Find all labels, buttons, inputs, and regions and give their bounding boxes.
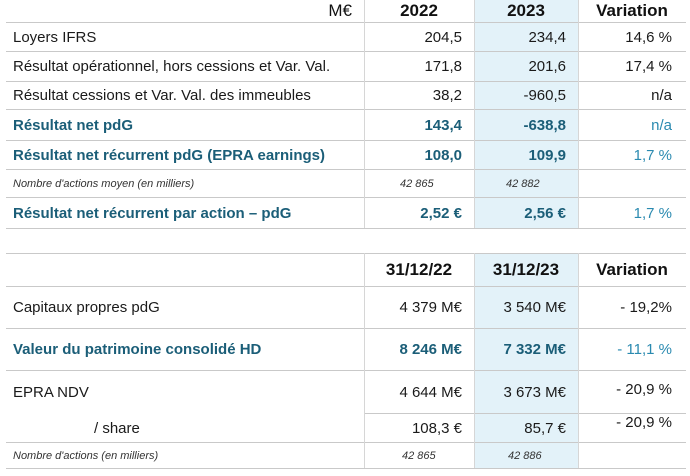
value-31-12-23: 3 673 M€ [503, 383, 566, 401]
table-row: Loyers IFRS 204,5 234,4 14,6 % [0, 23, 690, 51]
value-variation [578, 443, 686, 468]
value-variation: n/a [651, 87, 672, 104]
value-31-12-23: 42 886 [508, 449, 542, 462]
divider [6, 81, 686, 82]
value-31-12-22: 8 246 M€ [399, 340, 462, 358]
table-row-share-count: Nombre d'actions (en milliers) 42 865 42… [0, 443, 690, 468]
row-label: Valeur du patrimoine consolidé HD [13, 340, 262, 358]
column-header-variation: Variation [596, 260, 668, 279]
value-2023: -638,8 [523, 116, 566, 134]
table-row-recurring-result: Résultat net récurrent pdG (EPRA earning… [0, 141, 690, 169]
column-divider [364, 253, 365, 468]
column-header-2022: 2022 [400, 1, 438, 20]
column-header-variation: Variation [596, 1, 668, 20]
value-2023: 201,6 [528, 58, 566, 75]
value-variation: - 11,1 % [617, 340, 672, 358]
table-row-epra-ndv: EPRA NDV 4 644 M€ 3 673 M€ - 20,9 % [0, 371, 690, 413]
table-row-portfolio-value: Valeur du patrimoine consolidé HD 8 246 … [0, 329, 690, 369]
divider [364, 413, 686, 414]
value-2022: 204,5 [424, 28, 462, 46]
row-label: Résultat net récurrent par action – pdG [13, 204, 292, 222]
table-row-equity: Capitaux propres pdG 4 379 M€ 3 540 M€ -… [0, 287, 690, 327]
divider [6, 109, 686, 110]
column-header-31-12-23: 31/12/23 [492, 260, 560, 279]
value-2022: 38,2 [432, 87, 462, 104]
value-2022: 2,52 € [420, 204, 462, 222]
value-2023: 2,56 € [524, 204, 566, 222]
row-label: EPRA NDV [13, 383, 89, 401]
value-31-12-22: 42 865 [402, 449, 436, 462]
divider [6, 169, 686, 170]
table1-header-row: M€ 2022 2023 Variation [0, 0, 690, 22]
divider [6, 51, 686, 52]
unit-label: M€ [328, 1, 352, 20]
value-2023: 109,9 [528, 146, 566, 164]
divider [6, 22, 686, 23]
divider [6, 468, 686, 469]
row-label: Résultat opérationnel, hors cessions et … [13, 58, 331, 75]
divider [6, 140, 686, 141]
value-31-12-22: 108,3 € [411, 419, 462, 437]
divider [6, 442, 686, 443]
divider [6, 228, 686, 229]
highlight-column-31-12-23 [474, 253, 578, 468]
column-divider [578, 0, 579, 228]
divider [6, 328, 686, 329]
table-row-per-share: / share 108,3 € 85,7 € - 20,9 % [0, 414, 690, 442]
value-31-12-23: 7 332 M€ [503, 340, 566, 358]
value-variation: - 19,2% [620, 298, 672, 316]
value-2022: 171,8 [424, 58, 462, 75]
column-divider [364, 0, 365, 228]
column-header-2023: 2023 [507, 1, 545, 20]
divider [6, 197, 686, 198]
empty-header [6, 254, 364, 286]
column-header-31-12-22: 31/12/22 [385, 260, 453, 279]
value-31-12-22: 4 644 M€ [399, 383, 462, 401]
table-row-result-per-share: Résultat net récurrent par action – pdG … [0, 198, 690, 228]
table-row: Résultat cessions et Var. Val. des immeu… [0, 82, 690, 109]
row-label: Résultat net pdG [13, 116, 134, 134]
divider [6, 370, 686, 371]
value-variation [578, 170, 686, 197]
value-31-12-22: 4 379 M€ [399, 298, 462, 316]
table2-header-row: 31/12/22 31/12/23 Variation [0, 254, 690, 286]
row-label: Capitaux propres pdG [13, 298, 160, 316]
value-variation: n/a [651, 116, 672, 134]
value-31-12-23: 3 540 M€ [503, 298, 566, 316]
table-row-net-result: Résultat net pdG 143,4 -638,8 n/a [0, 110, 690, 140]
value-variation: 1,7 % [633, 204, 672, 222]
value-2022: 108,0 [424, 146, 462, 164]
table-row: Résultat opérationnel, hors cessions et … [0, 52, 690, 81]
value-variation: 17,4 % [625, 58, 672, 75]
value-variation: - 20,9 % [616, 414, 672, 431]
divider [6, 286, 686, 287]
column-divider [474, 253, 475, 468]
divider [6, 253, 686, 254]
value-variation: - 20,9 % [616, 381, 672, 398]
column-divider [578, 253, 579, 468]
row-label: Nombre d'actions (en milliers) [13, 449, 159, 462]
value-2022: 143,4 [424, 116, 462, 134]
value-2023: 42 882 [506, 177, 540, 190]
table-row-share-count: Nombre d'actions moyen (en milliers) 42 … [0, 170, 690, 197]
column-divider [474, 0, 475, 228]
value-2023: -960,5 [523, 87, 566, 104]
value-31-12-23: 85,7 € [524, 419, 566, 437]
value-2023: 234,4 [528, 28, 566, 46]
row-label: / share [94, 419, 140, 437]
row-label: Nombre d'actions moyen (en milliers) [13, 177, 195, 190]
highlight-column-2023 [474, 0, 578, 228]
row-label: Loyers IFRS [13, 28, 97, 46]
value-variation: 14,6 % [625, 28, 672, 46]
row-label: Résultat cessions et Var. Val. des immeu… [13, 87, 311, 104]
value-2022: 42 865 [400, 177, 434, 190]
row-label: Résultat net récurrent pdG (EPRA earning… [13, 146, 325, 164]
value-variation: 1,7 % [633, 146, 672, 164]
